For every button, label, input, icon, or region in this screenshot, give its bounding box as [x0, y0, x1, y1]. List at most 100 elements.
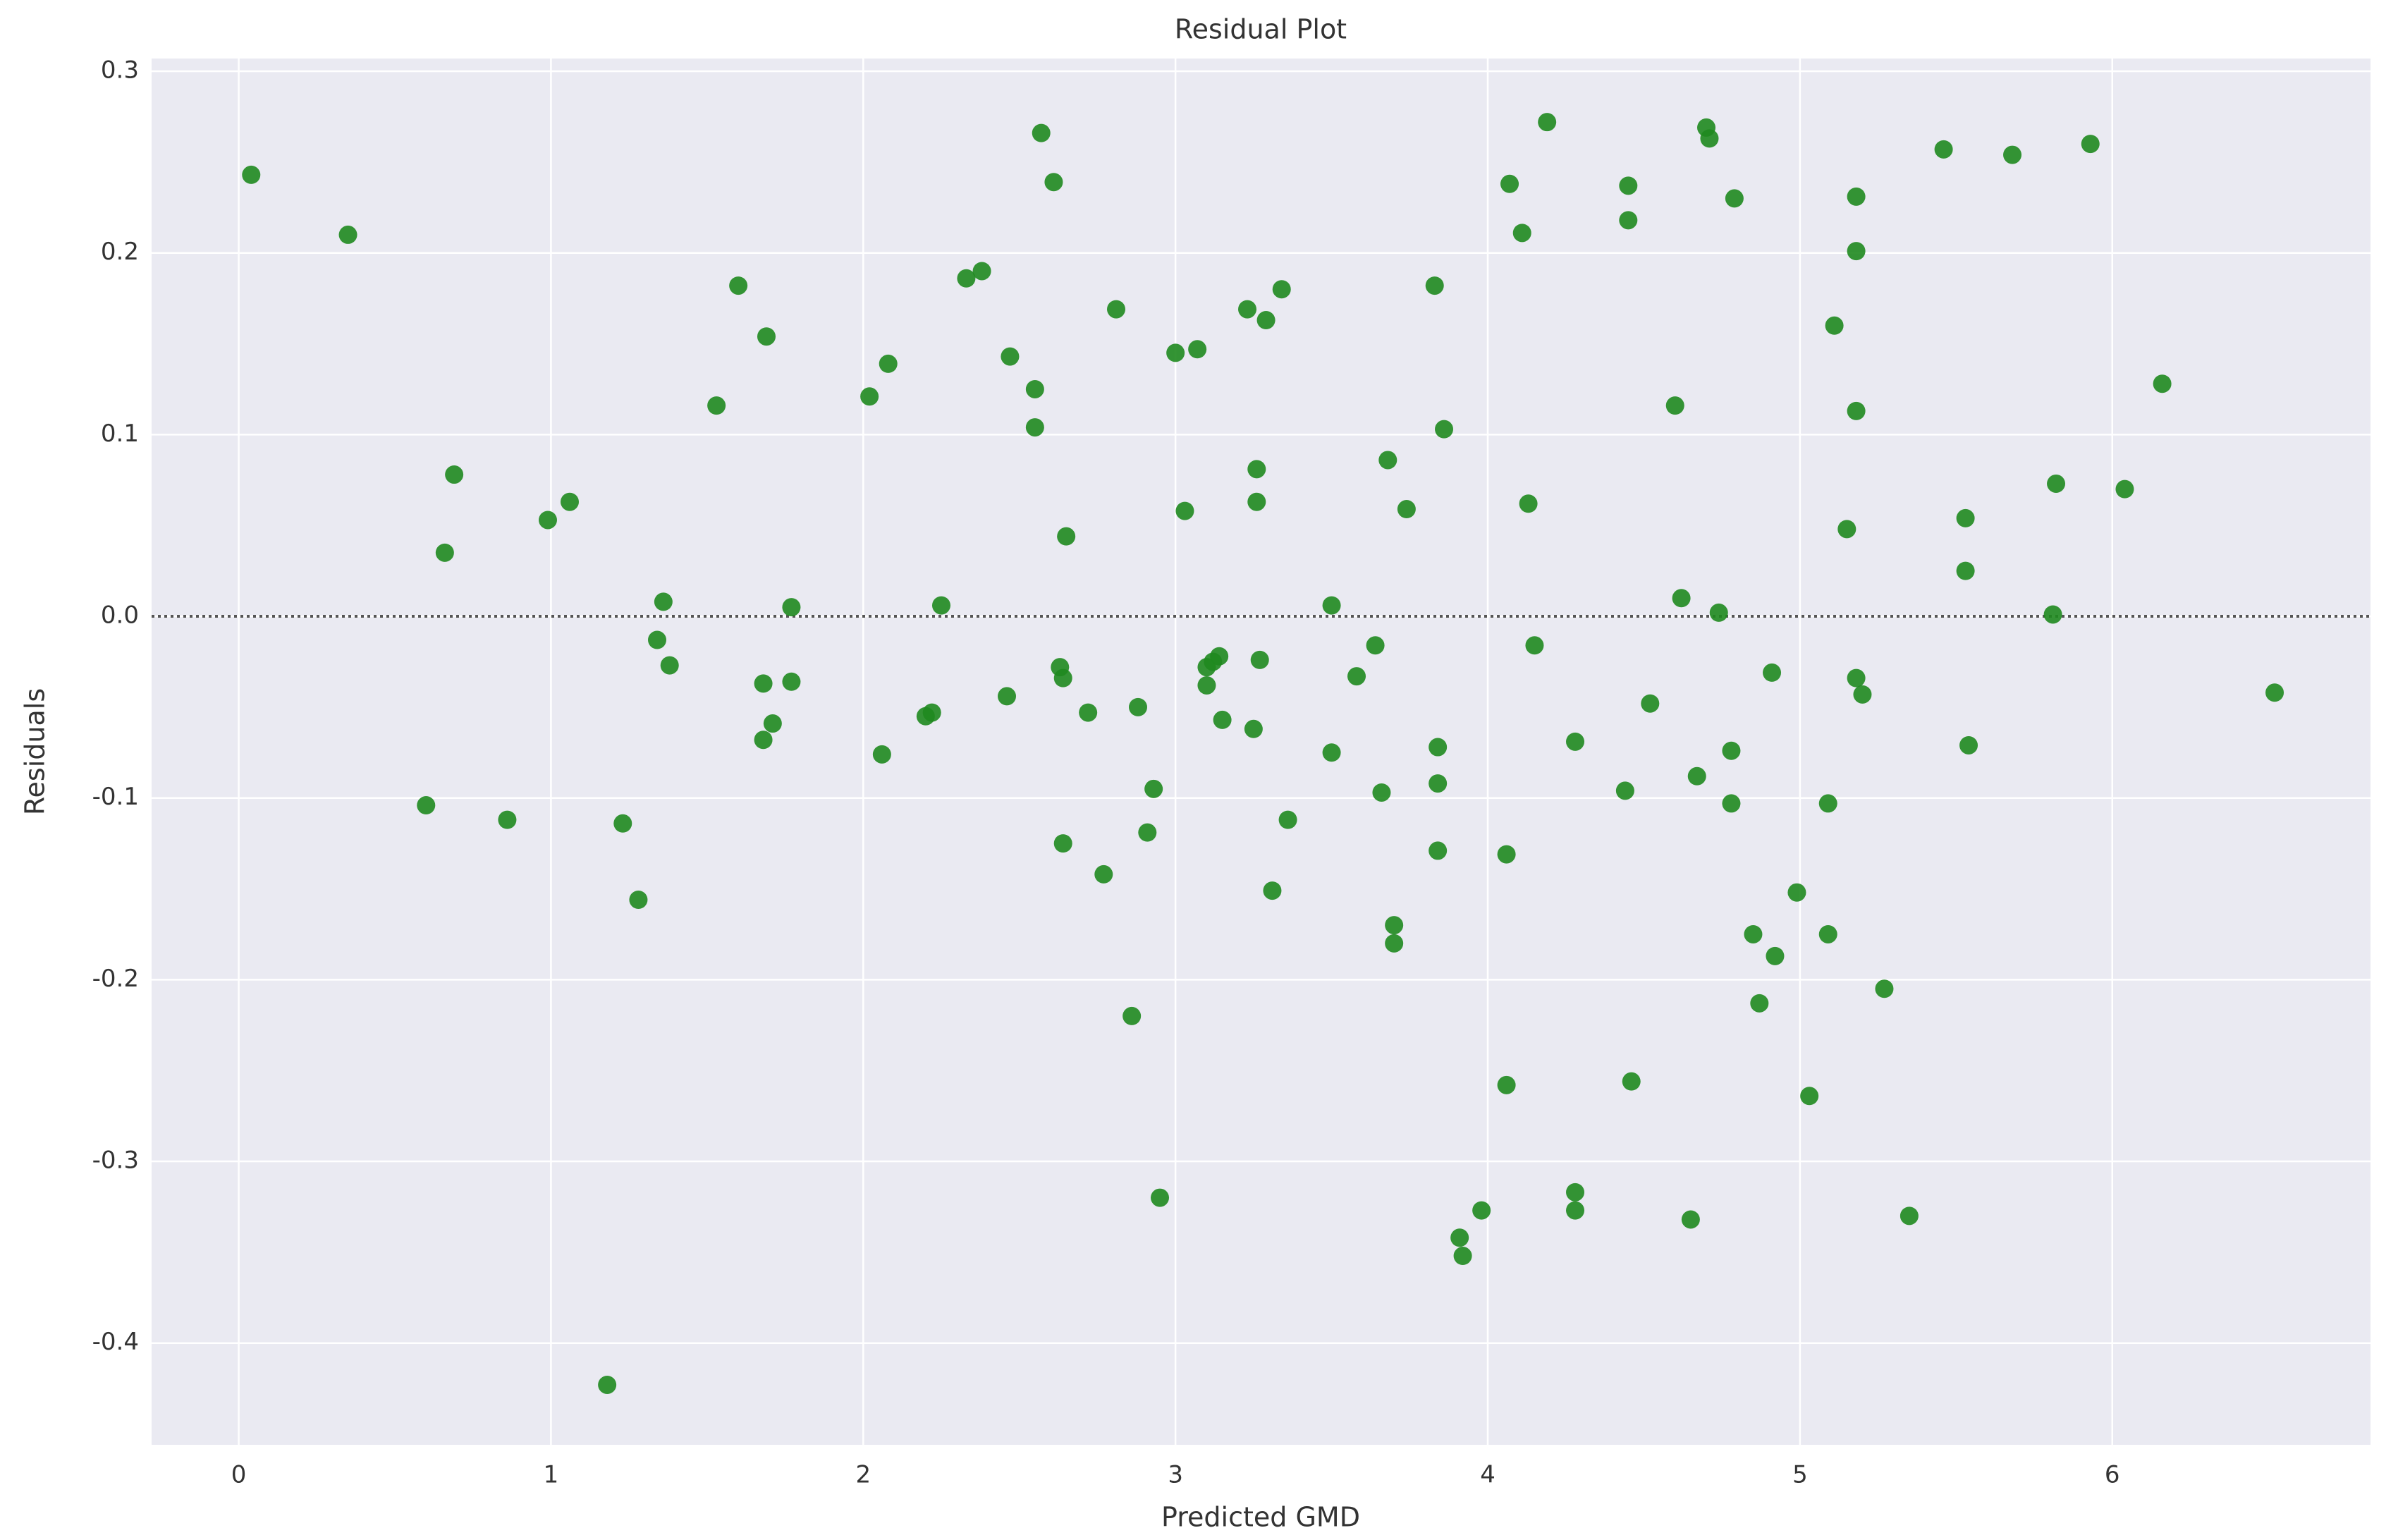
point	[1366, 636, 1385, 655]
point	[1800, 1087, 1819, 1106]
point	[729, 276, 748, 295]
point	[1875, 979, 1894, 998]
point	[1129, 697, 1148, 716]
point	[435, 543, 454, 562]
x-tick-label: 3	[1168, 1461, 1183, 1489]
x-tick-label: 0	[231, 1461, 247, 1489]
point	[1566, 1201, 1585, 1220]
point	[1247, 492, 1266, 511]
point	[660, 656, 679, 675]
y-tick-label: 0.2	[101, 238, 139, 266]
point	[1247, 460, 1266, 479]
point	[2003, 145, 2022, 164]
point	[2081, 135, 2100, 154]
point	[338, 225, 357, 244]
y-axis-label: Residuals	[20, 688, 51, 815]
y-tick-label: 0.1	[101, 420, 139, 448]
point	[1641, 694, 1660, 713]
point	[1044, 173, 1063, 192]
point	[1238, 300, 1257, 319]
point	[1722, 741, 1741, 760]
point	[1175, 501, 1194, 520]
point	[1619, 211, 1638, 230]
point	[445, 465, 464, 484]
point	[922, 703, 941, 722]
point	[1151, 1188, 1170, 1207]
point	[1053, 668, 1072, 688]
point	[1538, 113, 1557, 132]
x-tick-label: 4	[1480, 1461, 1495, 1489]
plot-area	[152, 59, 2371, 1445]
point	[1934, 140, 1953, 159]
point	[1847, 668, 1866, 688]
point	[860, 387, 879, 406]
point	[1032, 123, 1051, 142]
point	[1057, 527, 1076, 546]
point	[1847, 242, 1866, 261]
point	[1497, 845, 1516, 864]
point	[1500, 174, 1519, 193]
point	[1615, 781, 1634, 800]
point	[1278, 810, 1297, 829]
point	[1429, 738, 1448, 757]
point	[654, 592, 673, 611]
y-tick-label: 0.0	[101, 601, 139, 630]
y-tick-label: 0.3	[101, 56, 139, 85]
point	[1122, 1006, 1142, 1025]
point	[782, 672, 801, 691]
point	[1144, 779, 1163, 798]
point	[1900, 1206, 1919, 1226]
point	[498, 810, 517, 829]
point	[1525, 636, 1544, 655]
point	[754, 674, 773, 693]
point	[1385, 934, 1404, 953]
point	[1450, 1228, 1469, 1247]
point	[1622, 1072, 1641, 1091]
point	[1079, 703, 1098, 722]
point	[1847, 401, 1866, 420]
point	[1619, 176, 1638, 195]
point	[1700, 129, 1719, 148]
point	[560, 492, 579, 511]
point	[957, 269, 976, 288]
point	[1787, 883, 1806, 902]
point	[538, 511, 557, 530]
x-tick-label: 5	[1792, 1461, 1808, 1489]
point	[1025, 379, 1044, 398]
point	[1210, 647, 1229, 666]
point	[1956, 561, 1975, 580]
point	[998, 687, 1017, 706]
point	[754, 731, 773, 750]
point	[1272, 280, 1291, 299]
x-tick-label: 1	[544, 1461, 559, 1489]
point	[1672, 589, 1691, 608]
point	[1107, 300, 1126, 319]
y-tick-label: -0.4	[92, 1328, 139, 1356]
point	[1378, 451, 1397, 470]
point	[1425, 276, 1444, 295]
point	[1197, 676, 1216, 695]
point	[1566, 1182, 1585, 1202]
point	[2047, 474, 2066, 493]
y-tick-label: -0.3	[92, 1147, 139, 1175]
point	[1429, 841, 1448, 860]
point	[2153, 374, 2172, 393]
y-tick-label: -0.2	[92, 965, 139, 993]
point	[1138, 823, 1157, 842]
point	[1687, 766, 1706, 786]
point	[1250, 650, 1269, 669]
point	[1825, 316, 1844, 335]
point	[1094, 864, 1113, 884]
point	[647, 630, 666, 649]
point	[1322, 743, 1341, 762]
point	[629, 890, 648, 909]
point	[1722, 794, 1741, 813]
point	[1818, 794, 1837, 813]
point	[1263, 881, 1282, 900]
y-tick-label: -0.1	[92, 783, 139, 811]
point	[1397, 500, 1416, 519]
point	[1763, 663, 1782, 682]
point	[1959, 735, 1978, 754]
point	[932, 596, 951, 615]
x-axis-label: Predicted GMD	[1161, 1502, 1360, 1533]
